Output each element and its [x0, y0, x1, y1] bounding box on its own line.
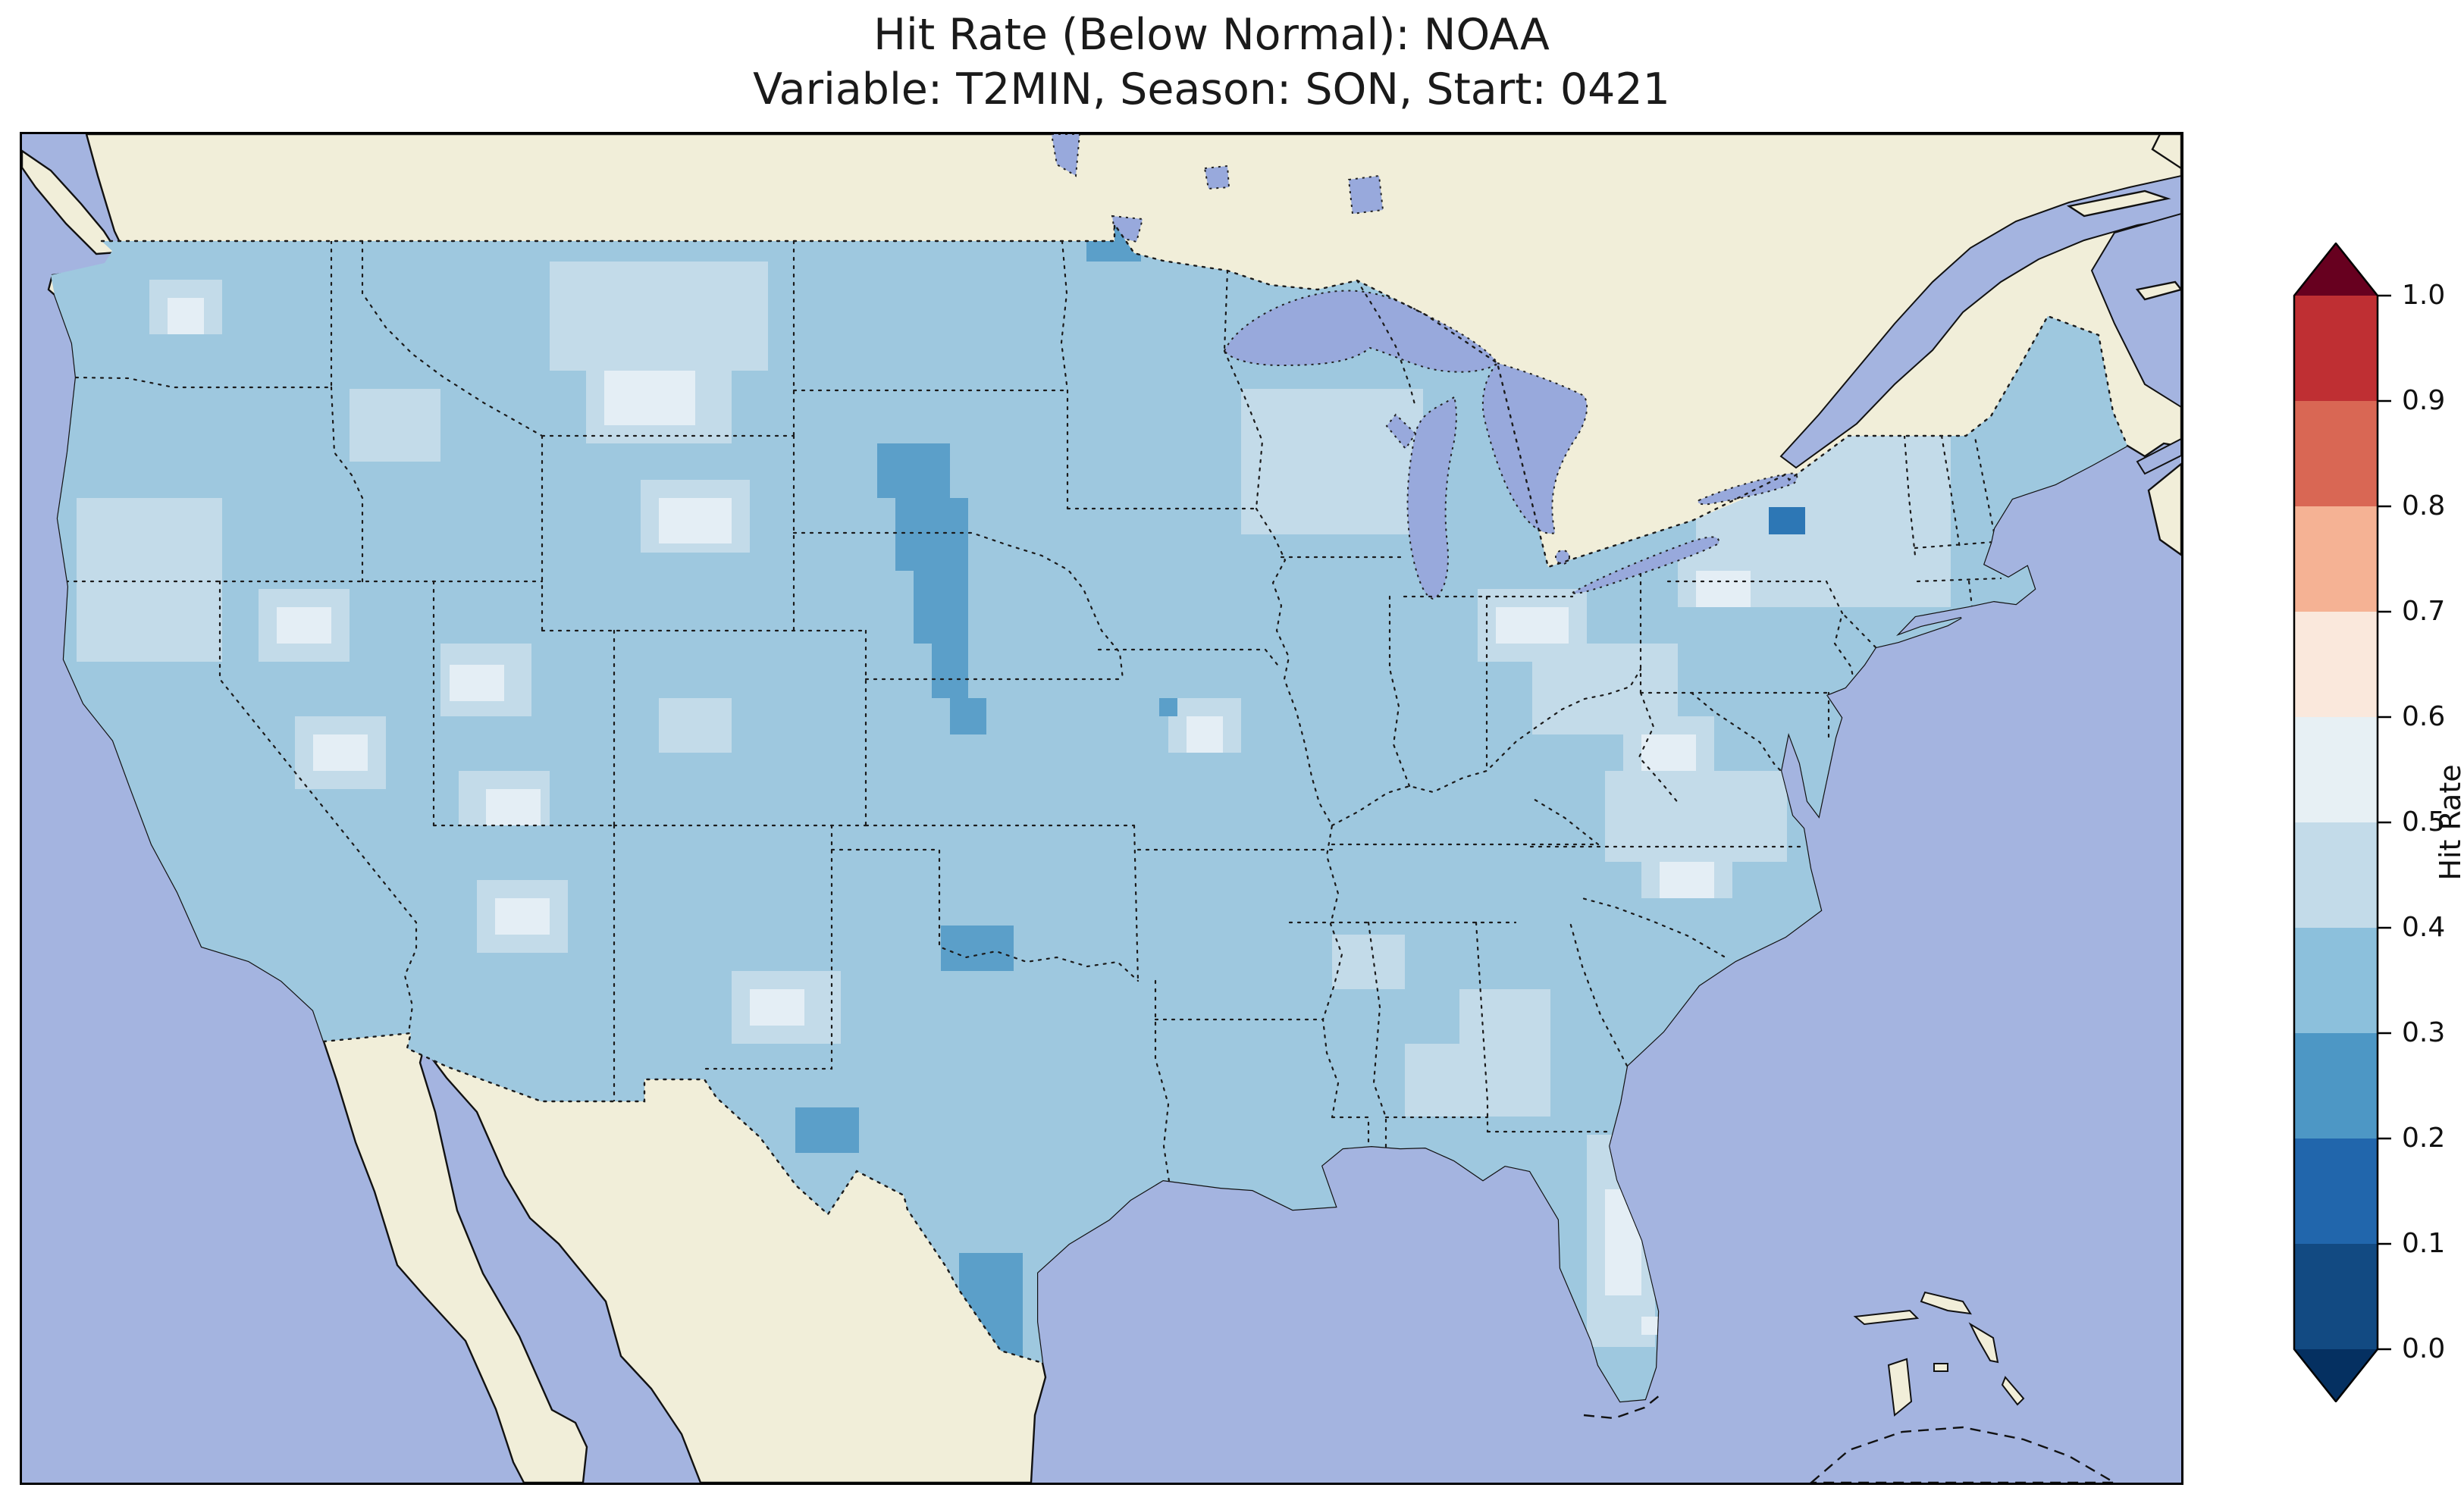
colorbar-tick-label: 0.7 [2402, 596, 2446, 627]
colorbar-segment [2294, 1244, 2378, 1349]
national-borders [100, 221, 2129, 1364]
bay-of-fundy [2136, 437, 2181, 475]
colorbar: 1.0 0.9 0.8 0.7 0.6 0.5 0.4 0.3 0.2 0.1 … [2288, 243, 2462, 1402]
colorbar-tick-label: 0.0 [2402, 1333, 2446, 1364]
colorbar-tick-label: 0.8 [2402, 490, 2446, 521]
anticosti-island [2066, 189, 2171, 218]
hit-rate-cells-pale [168, 298, 1751, 1335]
florida-keys [1583, 1392, 1664, 1420]
canada-border [100, 221, 2129, 568]
st-lawrence-waterway [1779, 174, 2181, 469]
vancouver-island [22, 149, 120, 255]
colorbar-bar [2293, 243, 2391, 1402]
hit-rate-cells-dark [795, 225, 1177, 1362]
us-hit-rate-region [51, 224, 2127, 1402]
green-bay [1385, 413, 1417, 450]
colorbar-tick-label: 0.6 [2402, 701, 2446, 732]
great-lakes [1223, 290, 1798, 600]
colorbar-ticks [2378, 294, 2391, 1351]
map-panel [20, 132, 2183, 1485]
colorbar-segment [2294, 296, 2378, 401]
gulf-of-st-lawrence [2090, 212, 2181, 409]
colorbar-tick-label: 0.3 [2402, 1017, 2446, 1048]
colorbar-tick-label: 0.9 [2402, 385, 2446, 416]
nova-scotia [2147, 462, 2181, 556]
lake-erie [1571, 536, 1720, 594]
colorbar-segment [2294, 717, 2378, 822]
colorbar-segment [2294, 401, 2378, 506]
colorbar-tick-label: 0.5 [2402, 807, 2446, 838]
lake-ontario [1697, 472, 1798, 506]
bahamas-islands [1853, 1291, 2025, 1417]
figure-title: Hit Rate (Below Normal): NOAA Variable: … [0, 8, 2423, 117]
canadian-lakes [1050, 134, 1913, 491]
caribbean-islands [1583, 1291, 2117, 1483]
title-line-1: Hit Rate (Below Normal): NOAA [873, 10, 1550, 60]
colorbar-segment [2294, 506, 2378, 612]
colorbar-tick-label: 0.1 [2402, 1228, 2446, 1259]
colorbar-segment [2294, 1139, 2378, 1244]
offshore-land [22, 134, 2181, 556]
colorbar-under-arrow [2295, 1349, 2377, 1402]
colorbar-over-arrow [2295, 243, 2377, 296]
lake-michigan [1406, 396, 1457, 600]
newfoundland [2151, 134, 2181, 170]
lake-st-clair [1555, 550, 1570, 565]
colorbar-axis-label: Hit Rate [2434, 764, 2464, 881]
colorbar-segment [2294, 612, 2378, 717]
colorbar-segment [2294, 1033, 2378, 1139]
colorbar-tick-label: 0.2 [2402, 1123, 2446, 1154]
hit-rate-cells-darker [1769, 507, 1805, 534]
map-svg [22, 134, 2181, 1483]
state-borders [56, 240, 2002, 1188]
colorbar-segments [2294, 296, 2378, 1349]
cuba [1810, 1426, 2117, 1483]
colorbar-segment [2294, 822, 2378, 928]
lake-superior [1223, 290, 1499, 373]
lake-huron [1481, 362, 1588, 534]
prince-edward-island [2135, 280, 2181, 301]
colorbar-tick-label: 0.4 [2402, 912, 2446, 943]
colorbar-segment [2294, 928, 2378, 1033]
colorbar-tick-label: 1.0 [2402, 280, 2446, 311]
title-line-2: Variable: T2MIN, Season: SON, Start: 042… [753, 64, 1670, 114]
